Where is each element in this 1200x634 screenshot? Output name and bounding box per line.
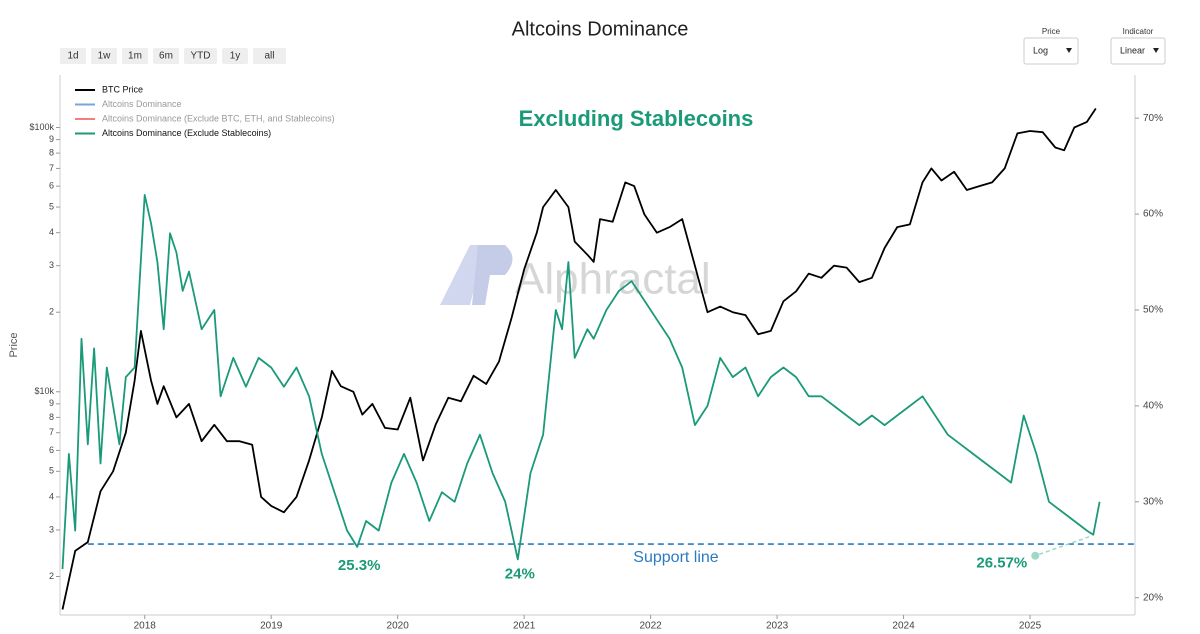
y-tick-label: 5: [49, 466, 54, 476]
y2-tick-label: 60%: [1143, 209, 1163, 220]
dropdown[interactable]: Log: [1023, 37, 1079, 65]
legend-item[interactable]: Altcoins Dominance (Exclude BTC, ETH, an…: [75, 113, 335, 123]
y-tick-label: 6: [49, 445, 54, 455]
legend-item[interactable]: BTC Price: [75, 84, 143, 94]
legend-label: BTC Price: [102, 84, 143, 94]
y-tick-label: 2: [49, 307, 54, 317]
range-button[interactable]: all: [253, 48, 286, 64]
range-button-bg: [253, 48, 286, 64]
x-tick-label: 2024: [892, 621, 915, 629]
y2-tick-label: 70%: [1143, 113, 1163, 124]
series-line: [61, 108, 1097, 610]
y-tick-label: 7: [49, 427, 54, 437]
range-button-bg: [122, 48, 148, 64]
range-button-bg: [60, 48, 86, 64]
x-tick-label: 2021: [513, 621, 536, 629]
y-tick-label: 4: [49, 491, 54, 501]
range-button[interactable]: 1m: [122, 48, 148, 64]
dropdown-box: [1023, 37, 1079, 65]
y-tick-label: $10k: [34, 386, 54, 396]
dropdown-value: Linear: [1120, 45, 1145, 55]
dropdown-arrow: [1066, 48, 1072, 53]
legend: BTC Price Altcoins Dominance Altcoins Domi…: [75, 84, 335, 138]
dropdown-value: Log: [1033, 45, 1048, 55]
range-button[interactable]: 1w: [91, 48, 117, 64]
y-axis-label: Price: [8, 332, 20, 357]
range-button[interactable]: YTD: [184, 48, 217, 64]
x-tick-label: 2019: [260, 621, 283, 629]
x-tick-label: 2022: [639, 621, 662, 629]
range-button-label: 1w: [98, 51, 112, 62]
y-tick-label: 3: [49, 524, 54, 534]
annotation-label: 24%: [505, 565, 535, 582]
y2-tick-label: 40%: [1143, 401, 1163, 412]
annotation-label: 25.3%: [338, 557, 381, 574]
legend-label: Altcoins Dominance (Exclude BTC, ETH, an…: [102, 113, 335, 123]
series-line: [61, 194, 1101, 570]
legend-item[interactable]: Altcoins Dominance: [75, 99, 182, 109]
range-button-label: 1d: [67, 51, 78, 62]
range-button-bg: [222, 48, 248, 64]
range-button-bg: [91, 48, 117, 64]
dropdown-arrow: [1153, 48, 1159, 53]
legend-item[interactable]: Altcoins Dominance (Exclude Stablecoins): [75, 128, 271, 138]
y-tick-label: 6: [49, 181, 54, 191]
y-tick-label: 2: [49, 571, 54, 581]
watermark-logo: [440, 245, 513, 305]
range-button-label: all: [264, 51, 274, 62]
annotation-point: [1031, 551, 1040, 560]
y-tick-label: 8: [49, 412, 54, 422]
y-tick-label: 3: [49, 260, 54, 270]
y-tick-label: 8: [49, 147, 54, 157]
x-tick-label: 2020: [387, 621, 410, 629]
control-label: Indicator: [1123, 27, 1154, 36]
y-tick-label: $100k: [29, 122, 54, 132]
range-button-bg: [184, 48, 217, 64]
dropdown[interactable]: Linear: [1110, 37, 1166, 65]
range-button-bg: [153, 48, 179, 64]
control-label: Price: [1042, 27, 1061, 36]
range-button-label: YTD: [191, 51, 211, 62]
y-tick-label: 9: [49, 134, 54, 144]
subtitle: Excluding Stablecoins: [519, 106, 754, 131]
annotation-arrow: [1035, 536, 1090, 557]
range-button-label: 1y: [230, 51, 241, 62]
legend-label: Altcoins Dominance (Exclude Stablecoins): [102, 128, 271, 138]
y-tick-label: 4: [49, 227, 54, 237]
watermark: Alphractal: [515, 255, 711, 304]
range-button-label: 6m: [159, 51, 173, 62]
y-tick-label: 9: [49, 398, 54, 408]
support-line-label: Support line: [633, 549, 718, 566]
range-button-label: 1m: [128, 51, 142, 62]
annotation-label: 26.57%: [976, 555, 1027, 572]
y-tick-label: 7: [49, 163, 54, 173]
chart-title: Altcoins Dominance: [512, 18, 689, 40]
y2-tick-label: 30%: [1143, 496, 1163, 507]
x-tick-label: 2018: [134, 621, 157, 629]
dropdown-box: [1110, 37, 1166, 65]
range-button[interactable]: 1y: [222, 48, 248, 64]
x-tick-label: 2025: [1019, 621, 1042, 629]
y2-tick-label: 20%: [1143, 592, 1163, 603]
legend-label: Altcoins Dominance: [102, 99, 182, 109]
y-tick-label: 5: [49, 201, 54, 211]
range-button[interactable]: 1d: [60, 48, 86, 64]
range-button[interactable]: 6m: [153, 48, 179, 64]
y2-tick-label: 50%: [1143, 305, 1163, 316]
x-tick-label: 2023: [766, 621, 789, 629]
